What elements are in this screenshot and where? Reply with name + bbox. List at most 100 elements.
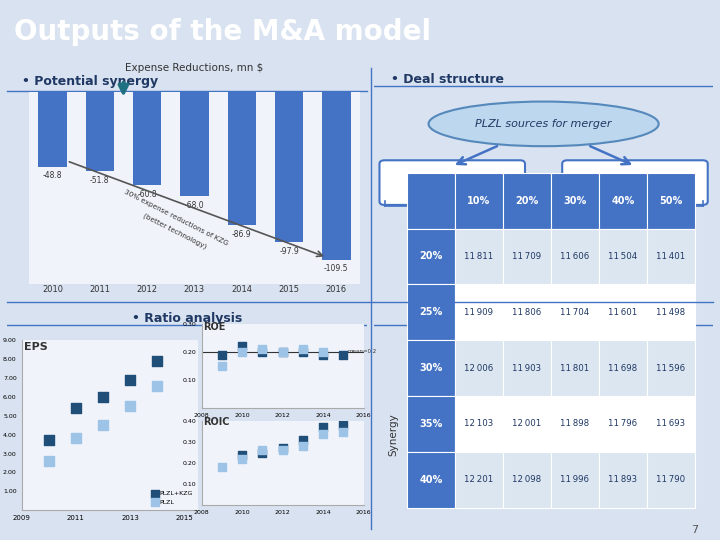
Text: -48.8: -48.8 [42,171,62,180]
Text: 40%: 40% [611,195,634,206]
Text: 7: 7 [691,524,698,535]
Bar [503,173,551,228]
Text: 11 596: 11 596 [656,363,685,373]
Bar [455,452,503,508]
Point [338,427,349,436]
Bar [455,173,503,228]
FancyBboxPatch shape [562,160,708,205]
Text: 11 801: 11 801 [560,363,590,373]
Text: 11 601: 11 601 [608,308,637,317]
Text: 11 698: 11 698 [608,363,637,373]
Ellipse shape [428,102,659,146]
PLZL+KZG [97,393,109,401]
Text: 50% shares: 50% shares [585,175,685,190]
Text: ROIC: ROIC [204,417,230,427]
Point [216,362,228,370]
Bar [647,396,695,452]
Bar [551,452,599,508]
Bar [551,396,599,452]
Text: 11 504: 11 504 [608,252,637,261]
Text: mean=0.2: mean=0.2 [348,349,377,354]
Point [276,446,288,455]
Text: 50% cash: 50% cash [412,175,492,190]
Text: -60.8: -60.8 [138,190,157,199]
Text: -86.9: -86.9 [232,230,251,239]
Bar [647,452,695,508]
Text: 30%: 30% [419,363,442,373]
Text: 25%: 25% [419,307,442,318]
Text: 11 401: 11 401 [656,252,685,261]
Text: 30%: 30% [563,195,586,206]
Bar [322,92,351,260]
Text: 11 893: 11 893 [608,475,637,484]
Bar [551,340,599,396]
FancyBboxPatch shape [379,160,525,205]
PLZL+KZG [43,436,55,445]
Text: 35%: 35% [419,419,442,429]
PLZL [70,434,81,443]
Text: -51.8: -51.8 [90,176,109,185]
Text: ROE: ROE [204,322,226,332]
Bar [647,285,695,340]
Text: Premium: Premium [543,336,598,349]
Bar [599,340,647,396]
Text: 12 006: 12 006 [464,363,493,373]
Text: +30% premium: +30% premium [472,223,615,241]
Bar [647,173,695,228]
Bar [228,92,256,225]
Point [318,350,329,359]
Text: 12 001: 12 001 [512,420,541,428]
Point [297,436,309,444]
Text: • Ratio analysis: • Ratio analysis [132,312,243,325]
Point [338,350,349,359]
Bar [503,228,551,285]
Point [256,345,268,353]
Bar [647,340,695,396]
Text: • Potential synergy: • Potential synergy [22,75,158,87]
Point [216,463,228,471]
Bar [503,285,551,340]
Bar [455,228,503,285]
Text: 11 796: 11 796 [608,420,637,428]
Text: 11 909: 11 909 [464,308,493,317]
Bar [275,92,303,242]
Text: 20%: 20% [516,195,539,206]
Point [297,348,309,356]
Bar [407,228,455,285]
Bar [599,452,647,508]
Point [256,448,268,457]
Point [256,348,268,356]
Text: 11 790: 11 790 [656,475,685,484]
Bar [551,285,599,340]
PLZL [151,381,163,390]
Point [338,421,349,430]
Bar [86,92,114,171]
Bar [407,396,455,452]
Bar [599,396,647,452]
Point [318,429,329,438]
Bar [455,396,503,452]
Text: 11 606: 11 606 [560,252,590,261]
Bar [647,228,695,285]
Text: 10%: 10% [467,195,490,206]
Text: Expense Reductions, mn $: Expense Reductions, mn $ [125,63,264,73]
PLZL [125,402,136,410]
Text: 11 709: 11 709 [512,252,541,261]
Bar [407,452,455,508]
Text: 11 811: 11 811 [464,252,493,261]
Bar [455,340,503,396]
Bar [407,340,455,396]
Legend: PLZL+KZG, PLZL: PLZL+KZG, PLZL [151,488,195,507]
Point [256,446,268,455]
Text: Synergy: Synergy [388,414,398,456]
Bar [551,173,599,228]
Point [318,348,329,356]
Text: PLZL sources for merger: PLZL sources for merger [475,119,612,129]
Text: • Deal structure: • Deal structure [392,73,504,86]
Text: -68.0: -68.0 [184,201,204,210]
Point [297,442,309,450]
Point [276,348,288,356]
Text: 11 898: 11 898 [560,420,590,428]
PLZL+KZG [125,376,136,384]
Bar [503,452,551,508]
